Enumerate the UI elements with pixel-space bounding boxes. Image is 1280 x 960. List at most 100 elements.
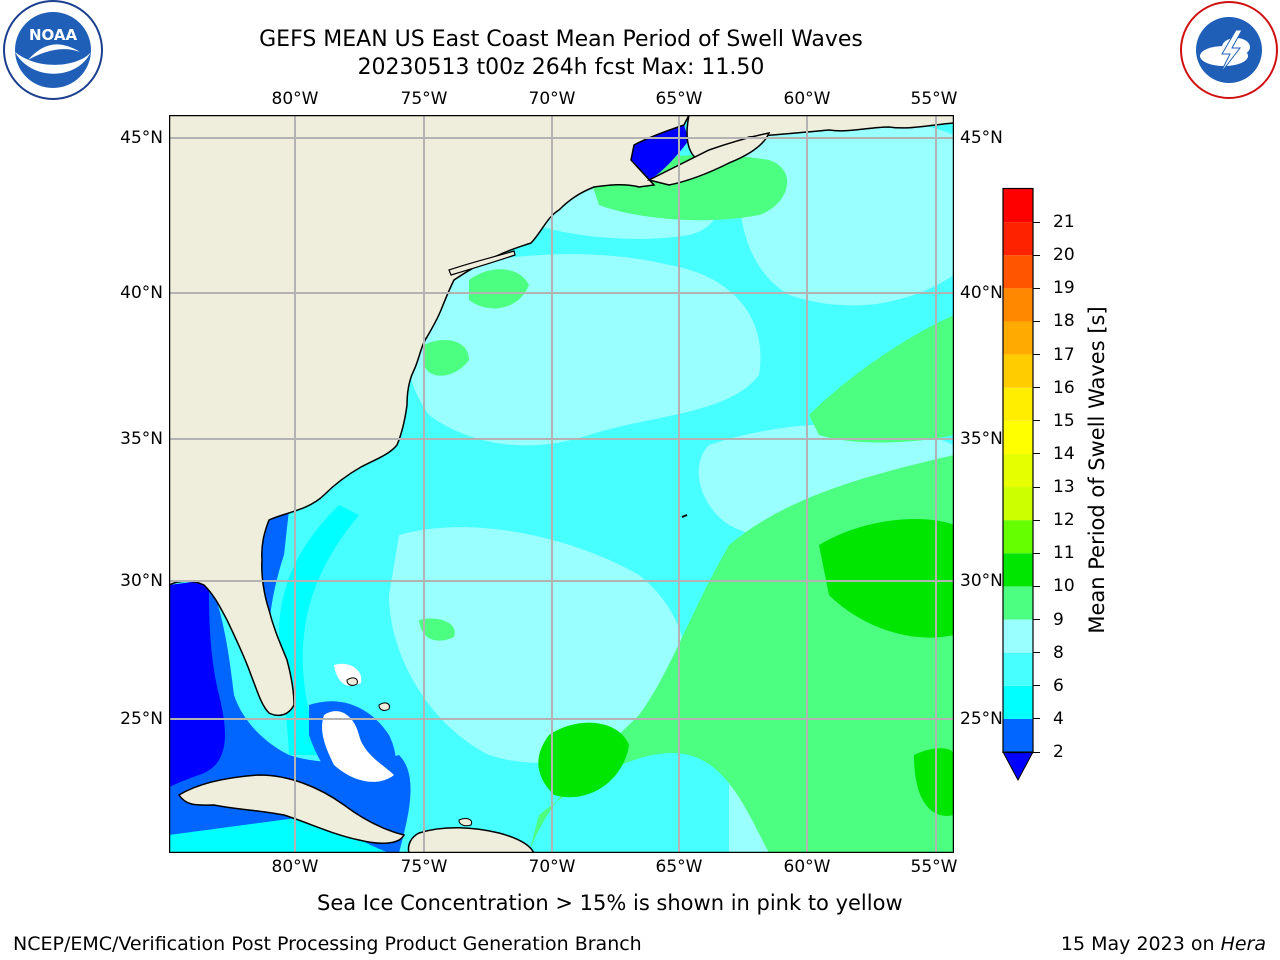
colorbar-segment bbox=[1003, 652, 1033, 686]
lon-tick-bottom: 65°W bbox=[655, 857, 703, 877]
period-10-11-region bbox=[538, 722, 629, 798]
colorbar-tick bbox=[1033, 387, 1040, 389]
colorbar-tick bbox=[1033, 585, 1040, 587]
colorbar-label: 19 bbox=[1053, 278, 1075, 299]
island bbox=[458, 818, 473, 827]
colorbar-label: 16 bbox=[1053, 377, 1075, 398]
colorbar-segment bbox=[1003, 586, 1033, 620]
colorbar-tick bbox=[1033, 287, 1040, 289]
credit-text: NCEP/EMC/Verification Post Processing Pr… bbox=[13, 933, 642, 955]
colorbar-label: 11 bbox=[1053, 543, 1075, 564]
lon-tick-top: 75°W bbox=[400, 89, 448, 109]
colorbar-segment bbox=[1003, 487, 1033, 521]
period-8-9-region bbox=[389, 527, 686, 763]
lon-tick-top: 65°W bbox=[655, 89, 703, 109]
period-8-9-region bbox=[739, 118, 954, 306]
lon-tick-top: 80°W bbox=[271, 89, 319, 109]
period-10-11-region bbox=[914, 748, 954, 816]
date-label: 15 May 2023 on bbox=[1060, 933, 1221, 955]
north-america-land bbox=[169, 115, 690, 717]
period-4-6-region bbox=[169, 815, 389, 853]
colorbar-label: 9 bbox=[1053, 609, 1064, 630]
colorbar-segment bbox=[1003, 354, 1033, 388]
colorbar-frame bbox=[1002, 187, 1034, 754]
colorbar-tick bbox=[1033, 254, 1040, 256]
hispaniola-land bbox=[407, 827, 535, 853]
lon-tick-bottom: 75°W bbox=[400, 857, 448, 877]
colorbar bbox=[1002, 187, 1034, 782]
colorbar-label: 6 bbox=[1053, 675, 1064, 696]
colorbar-label: 15 bbox=[1053, 410, 1075, 431]
island bbox=[378, 702, 390, 711]
lon-tick-bottom: 80°W bbox=[271, 857, 319, 877]
colorbar-label: 14 bbox=[1053, 443, 1075, 464]
lat-tick-left: 40°N bbox=[120, 283, 163, 303]
colorbar-tick bbox=[1033, 354, 1040, 356]
lon-tick-top: 60°W bbox=[783, 89, 831, 109]
colorbar-segment bbox=[1003, 718, 1033, 752]
date-text: 15 May 2023 on Hera bbox=[1061, 933, 1266, 955]
noaa-logo-text: NOAA bbox=[29, 26, 78, 44]
colorbar-label: 21 bbox=[1053, 212, 1075, 233]
colorbar-segment bbox=[1003, 685, 1033, 719]
colorbar-label: 13 bbox=[1053, 477, 1075, 498]
colorbar-segment bbox=[1003, 321, 1033, 355]
colorbar-tick bbox=[1033, 519, 1040, 521]
colorbar-segment bbox=[1003, 520, 1033, 554]
machine-name: Hera bbox=[1220, 933, 1266, 955]
bermuda bbox=[681, 514, 688, 518]
bahamas-bank bbox=[322, 711, 394, 782]
period-9-10-region bbox=[809, 315, 954, 443]
colorbar-label: 20 bbox=[1053, 245, 1075, 266]
lat-tick-left: 35°N bbox=[120, 429, 163, 449]
chart-title: GEFS MEAN US East Coast Mean Period of S… bbox=[259, 27, 863, 52]
map-frame bbox=[169, 115, 954, 853]
colorbar-segment bbox=[1003, 288, 1033, 322]
colorbar-tick bbox=[1033, 652, 1040, 654]
colorbar-label: 17 bbox=[1053, 344, 1075, 365]
colorbar-label: 10 bbox=[1053, 576, 1075, 597]
colorbar-segment bbox=[1003, 189, 1033, 223]
lat-tick-right: 30°N bbox=[960, 571, 1003, 591]
lon-tick-top: 70°W bbox=[528, 89, 576, 109]
graticule bbox=[169, 115, 954, 853]
period-4-6-region bbox=[279, 505, 359, 755]
period-9-10-region bbox=[424, 340, 469, 376]
colorbar-tick bbox=[1033, 420, 1040, 422]
long-island bbox=[448, 250, 516, 276]
colorbar-tick bbox=[1033, 552, 1040, 554]
colorbar-segment bbox=[1003, 222, 1033, 256]
lat-tick-right: 25°N bbox=[960, 709, 1003, 729]
colorbar-tick bbox=[1033, 486, 1040, 488]
colorbar-title: Mean Period of Swell Waves [s] bbox=[1085, 306, 1109, 634]
lat-tick-right: 40°N bbox=[960, 283, 1003, 303]
colorbar-label: 8 bbox=[1053, 642, 1064, 663]
lon-tick-bottom: 70°W bbox=[528, 857, 576, 877]
lat-tick-right: 35°N bbox=[960, 429, 1003, 449]
colorbar-under-arrow bbox=[1002, 751, 1034, 782]
cuba-land bbox=[177, 774, 406, 845]
colorbar-label: 12 bbox=[1053, 510, 1075, 531]
colorbar-segment bbox=[1003, 420, 1033, 454]
colorbar-tick bbox=[1033, 685, 1040, 687]
colorbar-tick bbox=[1033, 619, 1040, 621]
colorbar-label: 18 bbox=[1053, 311, 1075, 332]
colorbar-label: 4 bbox=[1053, 708, 1064, 729]
chart-subtitle: 20230513 t00z 264h fcst Max: 11.50 bbox=[357, 55, 765, 80]
nws-logo bbox=[1180, 1, 1278, 99]
period-9-10-region bbox=[419, 618, 455, 641]
colorbar-tick bbox=[1033, 718, 1040, 720]
colorbar-tick bbox=[1033, 453, 1040, 455]
colorbar-segment bbox=[1003, 453, 1033, 488]
lat-tick-left: 25°N bbox=[120, 709, 163, 729]
period-10-11-region bbox=[819, 519, 954, 638]
colorbar-segment bbox=[1003, 619, 1033, 653]
noaa-logo: NOAA bbox=[3, 0, 103, 100]
lon-tick-bottom: 55°W bbox=[910, 857, 958, 877]
colorbar-label: 2 bbox=[1053, 742, 1064, 762]
lat-tick-left: 30°N bbox=[120, 571, 163, 591]
colorbar-segment bbox=[1003, 255, 1033, 289]
swell-period-map bbox=[169, 115, 954, 853]
colorbar-tick bbox=[1033, 751, 1040, 753]
sea-ice-note: Sea Ice Concentration > 15% is shown in … bbox=[317, 891, 903, 915]
